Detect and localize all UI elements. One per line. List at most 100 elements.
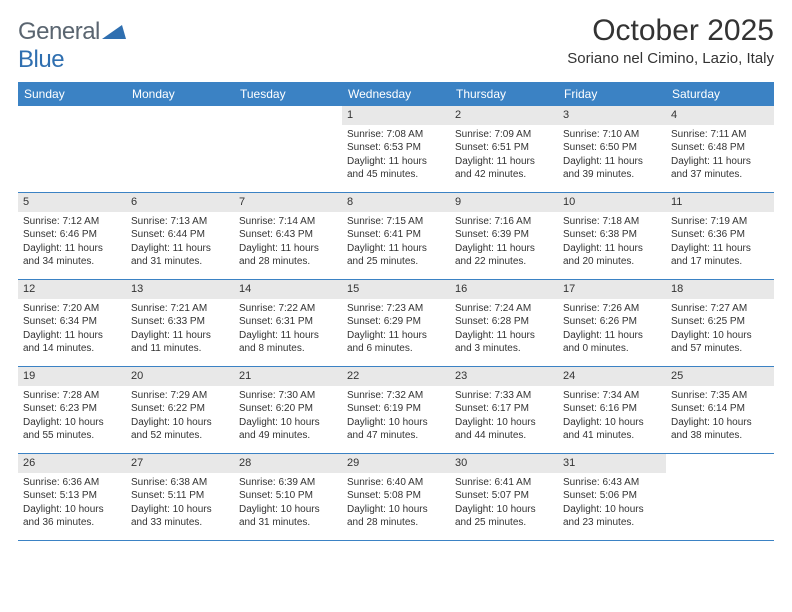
day-number: 2 bbox=[450, 106, 558, 125]
sunrise-text: Sunrise: 6:36 AM bbox=[23, 476, 121, 490]
day-cell: 24Sunrise: 7:34 AMSunset: 6:16 PMDayligh… bbox=[558, 367, 666, 453]
day-cell bbox=[234, 106, 342, 192]
daylight-text: Daylight: 10 hours and 25 minutes. bbox=[455, 503, 553, 530]
daylight-text: Daylight: 11 hours and 31 minutes. bbox=[131, 242, 229, 269]
day-number: 12 bbox=[18, 280, 126, 299]
daylight-text: Daylight: 11 hours and 3 minutes. bbox=[455, 329, 553, 356]
daylight-text: Daylight: 11 hours and 22 minutes. bbox=[455, 242, 553, 269]
day-number: 14 bbox=[234, 280, 342, 299]
sunset-text: Sunset: 6:31 PM bbox=[239, 315, 337, 329]
sunrise-text: Sunrise: 7:15 AM bbox=[347, 215, 445, 229]
daylight-text: Daylight: 11 hours and 14 minutes. bbox=[23, 329, 121, 356]
day-cell: 27Sunrise: 6:38 AMSunset: 5:11 PMDayligh… bbox=[126, 454, 234, 540]
day-cell: 12Sunrise: 7:20 AMSunset: 6:34 PMDayligh… bbox=[18, 280, 126, 366]
sunrise-text: Sunrise: 7:16 AM bbox=[455, 215, 553, 229]
sunset-text: Sunset: 6:41 PM bbox=[347, 228, 445, 242]
day-number: 28 bbox=[234, 454, 342, 473]
sunrise-text: Sunrise: 7:19 AM bbox=[671, 215, 769, 229]
dow-cell: Monday bbox=[126, 82, 234, 106]
day-number: 1 bbox=[342, 106, 450, 125]
sunset-text: Sunset: 5:11 PM bbox=[131, 489, 229, 503]
sunset-text: Sunset: 6:43 PM bbox=[239, 228, 337, 242]
day-cell bbox=[126, 106, 234, 192]
day-number: 11 bbox=[666, 193, 774, 212]
day-cell: 16Sunrise: 7:24 AMSunset: 6:28 PMDayligh… bbox=[450, 280, 558, 366]
day-cell: 4Sunrise: 7:11 AMSunset: 6:48 PMDaylight… bbox=[666, 106, 774, 192]
week-row: 5Sunrise: 7:12 AMSunset: 6:46 PMDaylight… bbox=[18, 193, 774, 280]
daylight-text: Daylight: 10 hours and 36 minutes. bbox=[23, 503, 121, 530]
sunrise-text: Sunrise: 7:23 AM bbox=[347, 302, 445, 316]
sunset-text: Sunset: 5:13 PM bbox=[23, 489, 121, 503]
daylight-text: Daylight: 10 hours and 31 minutes. bbox=[239, 503, 337, 530]
weeks-container: 1Sunrise: 7:08 AMSunset: 6:53 PMDaylight… bbox=[18, 106, 774, 541]
day-number: 10 bbox=[558, 193, 666, 212]
day-number: 15 bbox=[342, 280, 450, 299]
sunset-text: Sunset: 6:46 PM bbox=[23, 228, 121, 242]
daylight-text: Daylight: 11 hours and 34 minutes. bbox=[23, 242, 121, 269]
week-row: 26Sunrise: 6:36 AMSunset: 5:13 PMDayligh… bbox=[18, 454, 774, 541]
sunset-text: Sunset: 6:36 PM bbox=[671, 228, 769, 242]
day-of-week-row: SundayMondayTuesdayWednesdayThursdayFrid… bbox=[18, 82, 774, 106]
day-cell: 6Sunrise: 7:13 AMSunset: 6:44 PMDaylight… bbox=[126, 193, 234, 279]
day-cell: 8Sunrise: 7:15 AMSunset: 6:41 PMDaylight… bbox=[342, 193, 450, 279]
sunrise-text: Sunrise: 7:26 AM bbox=[563, 302, 661, 316]
month-title: October 2025 bbox=[567, 14, 774, 48]
sunset-text: Sunset: 6:17 PM bbox=[455, 402, 553, 416]
sunrise-text: Sunrise: 7:33 AM bbox=[455, 389, 553, 403]
logo-word-1: General bbox=[18, 18, 100, 45]
logo: GeneralBlue bbox=[18, 18, 126, 74]
day-cell: 1Sunrise: 7:08 AMSunset: 6:53 PMDaylight… bbox=[342, 106, 450, 192]
sunrise-text: Sunrise: 6:39 AM bbox=[239, 476, 337, 490]
daylight-text: Daylight: 11 hours and 11 minutes. bbox=[131, 329, 229, 356]
dow-cell: Thursday bbox=[450, 82, 558, 106]
day-cell: 23Sunrise: 7:33 AMSunset: 6:17 PMDayligh… bbox=[450, 367, 558, 453]
day-number: 26 bbox=[18, 454, 126, 473]
logo-triangle-icon bbox=[102, 23, 126, 39]
sunrise-text: Sunrise: 7:28 AM bbox=[23, 389, 121, 403]
dow-cell: Tuesday bbox=[234, 82, 342, 106]
day-number: 21 bbox=[234, 367, 342, 386]
sunrise-text: Sunrise: 7:30 AM bbox=[239, 389, 337, 403]
sunrise-text: Sunrise: 7:34 AM bbox=[563, 389, 661, 403]
sunset-text: Sunset: 6:48 PM bbox=[671, 141, 769, 155]
week-row: 1Sunrise: 7:08 AMSunset: 6:53 PMDaylight… bbox=[18, 106, 774, 193]
sunset-text: Sunset: 6:26 PM bbox=[563, 315, 661, 329]
daylight-text: Daylight: 10 hours and 28 minutes. bbox=[347, 503, 445, 530]
sunrise-text: Sunrise: 7:14 AM bbox=[239, 215, 337, 229]
sunset-text: Sunset: 6:51 PM bbox=[455, 141, 553, 155]
day-cell: 19Sunrise: 7:28 AMSunset: 6:23 PMDayligh… bbox=[18, 367, 126, 453]
sunset-text: Sunset: 6:22 PM bbox=[131, 402, 229, 416]
sunrise-text: Sunrise: 7:32 AM bbox=[347, 389, 445, 403]
week-row: 19Sunrise: 7:28 AMSunset: 6:23 PMDayligh… bbox=[18, 367, 774, 454]
sunrise-text: Sunrise: 7:29 AM bbox=[131, 389, 229, 403]
daylight-text: Daylight: 11 hours and 0 minutes. bbox=[563, 329, 661, 356]
day-number: 18 bbox=[666, 280, 774, 299]
daylight-text: Daylight: 10 hours and 55 minutes. bbox=[23, 416, 121, 443]
day-number: 6 bbox=[126, 193, 234, 212]
day-cell: 2 Sunrise: 7:09 AMSunset: 6:51 PMDaylight… bbox=[450, 106, 558, 192]
day-number: 9 bbox=[450, 193, 558, 212]
daylight-text: Daylight: 11 hours and 42 minutes. bbox=[455, 155, 553, 182]
day-number: 31 bbox=[558, 454, 666, 473]
location-text: Soriano nel Cimino, Lazio, Italy bbox=[567, 50, 774, 67]
day-cell: 31Sunrise: 6:43 AMSunset: 5:06 PMDayligh… bbox=[558, 454, 666, 540]
daylight-text: Daylight: 10 hours and 38 minutes. bbox=[671, 416, 769, 443]
sunset-text: Sunset: 6:39 PM bbox=[455, 228, 553, 242]
sunrise-text: Sunrise: 7:21 AM bbox=[131, 302, 229, 316]
daylight-text: Daylight: 11 hours and 28 minutes. bbox=[239, 242, 337, 269]
daylight-text: Daylight: 11 hours and 8 minutes. bbox=[239, 329, 337, 356]
sunrise-text: Sunrise: 7:24 AM bbox=[455, 302, 553, 316]
sunrise-text: Sunrise: 7:20 AM bbox=[23, 302, 121, 316]
sunrise-text: Sunrise: 7:18 AM bbox=[563, 215, 661, 229]
day-cell: 9 Sunrise: 7:16 AMSunset: 6:39 PMDaylight… bbox=[450, 193, 558, 279]
day-cell: 22Sunrise: 7:32 AMSunset: 6:19 PMDayligh… bbox=[342, 367, 450, 453]
day-number: 13 bbox=[126, 280, 234, 299]
day-cell: 29Sunrise: 6:40 AMSunset: 5:08 PMDayligh… bbox=[342, 454, 450, 540]
calendar-page: GeneralBlue October 2025 Soriano nel Cim… bbox=[0, 0, 792, 555]
logo-word-2: Blue bbox=[18, 46, 64, 73]
logo-text: GeneralBlue bbox=[18, 18, 126, 74]
day-number: 20 bbox=[126, 367, 234, 386]
day-cell: 10Sunrise: 7:18 AMSunset: 6:38 PMDayligh… bbox=[558, 193, 666, 279]
sunrise-text: Sunrise: 7:22 AM bbox=[239, 302, 337, 316]
sunrise-text: Sunrise: 7:09 AM bbox=[455, 128, 553, 142]
